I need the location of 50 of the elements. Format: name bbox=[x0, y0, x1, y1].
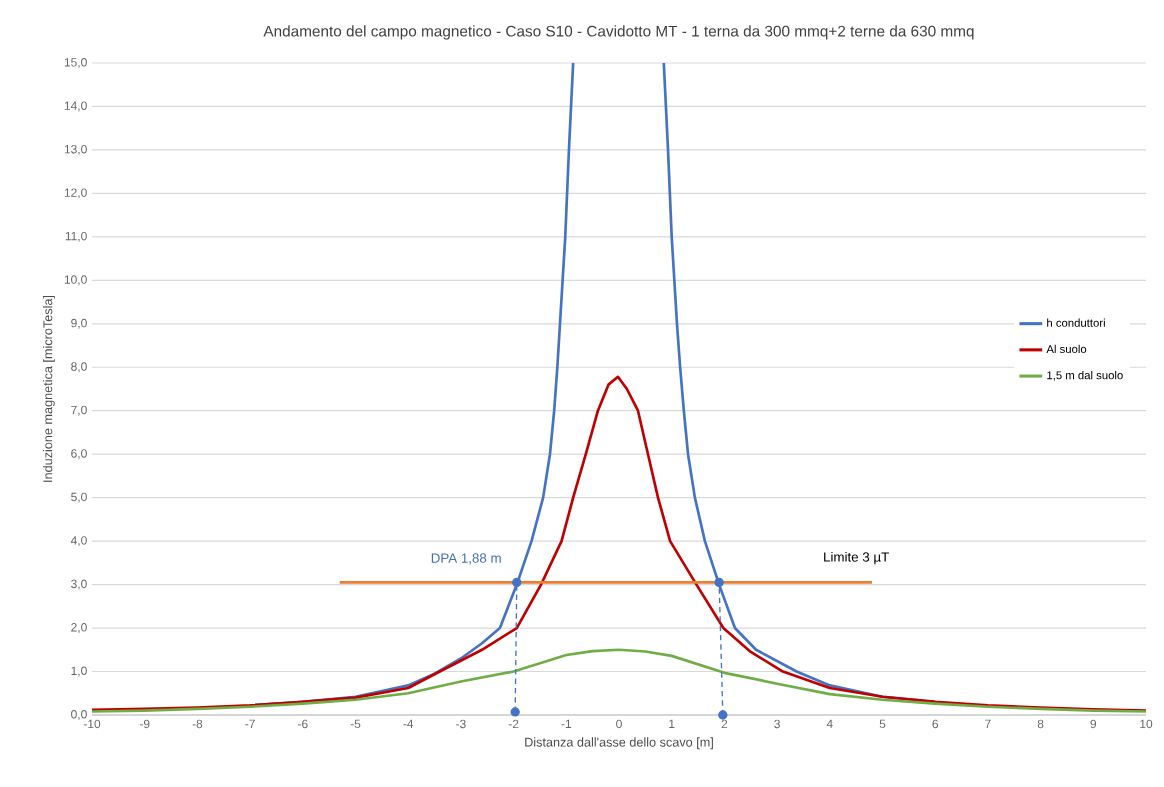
y-tick-label: 1,0 bbox=[71, 666, 87, 677]
annotation: Limite 3 µT bbox=[824, 551, 889, 565]
x-tick-label: 8 bbox=[1037, 719, 1044, 729]
x-tick-label: -10 bbox=[83, 719, 101, 729]
x-tick-label: 1 bbox=[669, 719, 675, 728]
y-tick-label: 13,0 bbox=[64, 144, 87, 155]
x-tick-label: -5 bbox=[350, 719, 361, 729]
x-tick-label: 9 bbox=[1090, 719, 1097, 729]
legend-label: h conduttori bbox=[1047, 318, 1105, 327]
y-tick-label: 7,0 bbox=[71, 405, 87, 416]
y-tick-label: 5,0 bbox=[71, 492, 87, 503]
y-tick-label: 3,0 bbox=[71, 579, 87, 590]
x-tick-label: 2 bbox=[721, 719, 728, 729]
y-tick-label: 6,0 bbox=[71, 449, 87, 460]
y-tick-label: 0,0 bbox=[71, 710, 87, 720]
legend-label: 1,5 m dal suolo bbox=[1047, 370, 1123, 381]
x-tick-label: 10 bbox=[1140, 719, 1153, 729]
x-tick-label: -7 bbox=[245, 719, 255, 728]
x-tick-label: 3 bbox=[774, 719, 780, 729]
chart-title: Andamento del campo magnetico - Caso S10 - Cavidotto MT - 1 terna da 300 mmq+2 terne da 630 mmq bbox=[263, 25, 974, 40]
y-tick-label: 2,0 bbox=[71, 623, 87, 633]
legend-label: Al suolo bbox=[1046, 344, 1087, 354]
x-tick-label: 4 bbox=[826, 719, 833, 728]
x-tick-label: -1 bbox=[561, 719, 572, 728]
x-tick-label: -6 bbox=[298, 719, 308, 729]
point bbox=[718, 710, 728, 720]
point bbox=[510, 707, 520, 717]
point bbox=[714, 577, 724, 588]
y-tick-label: 11,0 bbox=[65, 231, 87, 242]
x-tick-label: -8 bbox=[192, 719, 203, 729]
x-axis-title: Distanza dall'asse dello scavo [m] bbox=[525, 737, 713, 750]
y-tick-label: 12,0 bbox=[64, 188, 87, 199]
x-tick-label: 7 bbox=[985, 719, 991, 728]
y-tick-label: 9,0 bbox=[71, 318, 87, 329]
annotation: DPA 1,88 m bbox=[431, 553, 501, 565]
x-tick-label: 5 bbox=[879, 719, 886, 729]
y-tick-label: 4,0 bbox=[70, 536, 87, 547]
x-tick-label: 0 bbox=[616, 719, 622, 729]
x-tick-label: 6 bbox=[932, 719, 939, 729]
y-tick-label: 8,0 bbox=[71, 362, 87, 373]
y-tick-label: 14,0 bbox=[64, 101, 87, 112]
x-tick-label: -4 bbox=[403, 719, 414, 728]
x-tick-label: -9 bbox=[139, 719, 150, 729]
y-tick-label: 15,0 bbox=[64, 58, 87, 68]
line-series bbox=[90, 648, 1148, 713]
x-tick-label: -2 bbox=[508, 719, 519, 729]
y-tick-label: 10,0 bbox=[64, 275, 87, 286]
x-tick-label: -3 bbox=[456, 719, 466, 729]
point bbox=[512, 577, 522, 588]
y-axis-title: Induzione magnetica [microTesla] bbox=[42, 295, 55, 482]
